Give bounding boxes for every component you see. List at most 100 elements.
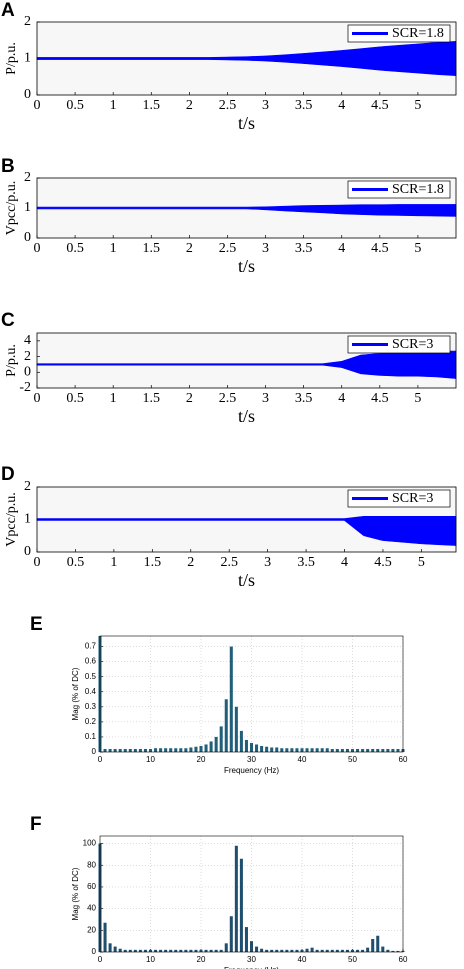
bar bbox=[340, 748, 344, 752]
bar bbox=[229, 916, 233, 952]
x-tick-label: 4.5 bbox=[371, 98, 389, 113]
x-tick-label: 2 bbox=[187, 555, 194, 570]
y-tick-label: 4 bbox=[24, 333, 31, 348]
x-tick-label: 4.5 bbox=[371, 241, 389, 256]
bar bbox=[300, 748, 304, 752]
y-tick-label: 80 bbox=[87, 860, 96, 869]
bar bbox=[260, 948, 264, 952]
bar bbox=[143, 748, 147, 752]
bar bbox=[280, 949, 284, 952]
bar bbox=[229, 646, 233, 752]
bar bbox=[194, 949, 198, 952]
x-tick-label: 2.5 bbox=[220, 555, 238, 570]
bar bbox=[159, 949, 163, 952]
panel-letter: F bbox=[30, 814, 42, 835]
x-tick-label: 4 bbox=[338, 391, 345, 406]
x-tick-label: 0 bbox=[98, 755, 103, 764]
bar bbox=[189, 949, 193, 952]
bar bbox=[244, 927, 248, 952]
bar bbox=[255, 744, 259, 752]
y-tick-label: 0.7 bbox=[85, 642, 97, 651]
bar bbox=[123, 949, 127, 952]
legend-box bbox=[347, 180, 451, 199]
y-tick-label: 0.2 bbox=[85, 717, 97, 726]
bar bbox=[295, 748, 299, 752]
bar bbox=[285, 748, 289, 752]
x-tick-label: 3 bbox=[264, 555, 271, 570]
bar bbox=[184, 748, 188, 752]
bar bbox=[224, 943, 228, 952]
panel-letter: B bbox=[1, 156, 15, 177]
x-tick-label: 3.5 bbox=[295, 98, 313, 113]
bar bbox=[300, 949, 304, 952]
x-tick-label: 40 bbox=[298, 955, 307, 964]
x-tick-label: 1 bbox=[110, 391, 117, 406]
bar bbox=[335, 949, 339, 952]
bar bbox=[275, 949, 279, 952]
y-tick-label: 0 bbox=[24, 87, 31, 102]
plot-frame bbox=[36, 177, 457, 239]
bar bbox=[381, 748, 385, 752]
bar bbox=[270, 747, 274, 752]
y-tick-label: 2 bbox=[24, 349, 31, 364]
x-tick-label: 0 bbox=[34, 555, 41, 570]
bar bbox=[290, 949, 294, 952]
legend-box bbox=[347, 24, 451, 43]
bar bbox=[138, 949, 142, 952]
plot-frame bbox=[99, 635, 404, 753]
bar bbox=[285, 949, 289, 952]
x-axis-label: Frequency (Hz) bbox=[224, 766, 279, 775]
bar bbox=[340, 949, 344, 952]
y-tick-label: 1 bbox=[24, 200, 31, 215]
bar bbox=[239, 730, 243, 752]
x-tick-label: 4.5 bbox=[374, 555, 392, 570]
bar bbox=[330, 949, 334, 952]
y-axis-label: Mag (% of DC) bbox=[71, 667, 80, 720]
bar bbox=[391, 748, 395, 752]
bar bbox=[189, 747, 193, 752]
bar bbox=[315, 949, 319, 952]
bar bbox=[356, 949, 360, 952]
x-tick-label: 0.5 bbox=[66, 391, 84, 406]
x-tick-label: 4.5 bbox=[371, 391, 389, 406]
y-tick-label: 0 bbox=[24, 544, 31, 559]
x-tick-label: 0 bbox=[98, 955, 103, 964]
bar bbox=[315, 748, 319, 752]
bar bbox=[350, 949, 355, 952]
bar bbox=[361, 748, 365, 752]
panel-letter: A bbox=[1, 0, 15, 21]
bar bbox=[265, 746, 269, 752]
x-tick-label: 3 bbox=[262, 98, 269, 113]
bar bbox=[154, 748, 158, 752]
legend-box bbox=[347, 489, 451, 508]
bar bbox=[376, 935, 380, 952]
x-tick-label: 3 bbox=[262, 391, 269, 406]
bar bbox=[128, 748, 132, 752]
bar bbox=[275, 747, 279, 752]
bar bbox=[133, 949, 137, 952]
y-tick-label: 40 bbox=[87, 904, 96, 913]
bar bbox=[148, 748, 153, 752]
bar bbox=[154, 949, 158, 952]
y-tick-label: 2 bbox=[24, 14, 31, 29]
x-axis-label: t/s bbox=[238, 256, 255, 276]
x-tick-label: 1.5 bbox=[143, 391, 161, 406]
y-tick-label: 60 bbox=[87, 882, 96, 891]
panel-letter: E bbox=[30, 614, 43, 635]
bar bbox=[118, 748, 122, 752]
bar bbox=[366, 947, 370, 952]
x-axis-label: t/s bbox=[238, 570, 255, 590]
bar bbox=[244, 739, 248, 752]
x-tick-label: 1 bbox=[110, 98, 117, 113]
bar bbox=[260, 745, 264, 752]
plot-frame bbox=[99, 835, 404, 953]
bar bbox=[214, 736, 218, 752]
x-tick-label: 20 bbox=[197, 755, 206, 764]
y-tick-label: 0 bbox=[24, 230, 31, 245]
x-tick-label: 1.5 bbox=[143, 98, 161, 113]
plot-frame bbox=[36, 486, 457, 553]
x-tick-label: 3.5 bbox=[297, 555, 315, 570]
x-tick-label: 30 bbox=[247, 755, 256, 764]
bar bbox=[305, 748, 309, 752]
x-tick-label: 2 bbox=[186, 241, 193, 256]
